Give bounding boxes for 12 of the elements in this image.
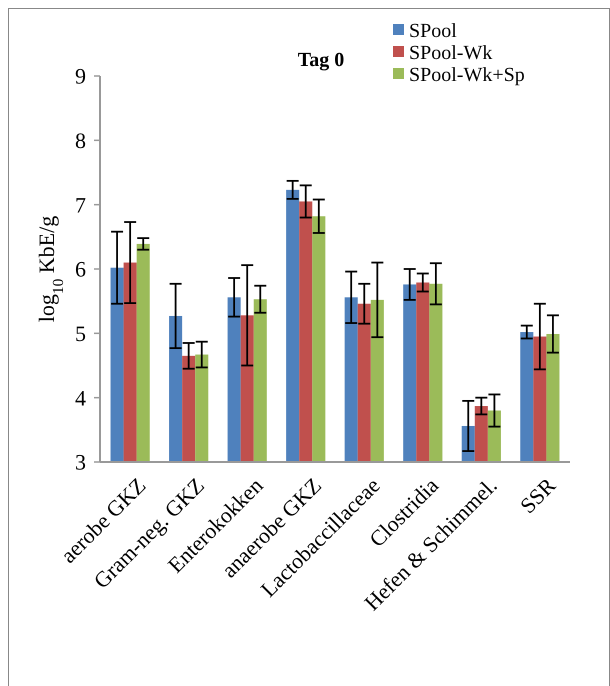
- y-tick-label: 4: [75, 385, 86, 410]
- y-tick-label: 5: [75, 321, 86, 346]
- y-tick-label: 6: [75, 256, 86, 282]
- legend-label: SPool-Wk: [409, 42, 492, 64]
- y-tick-label: 7: [75, 192, 86, 218]
- legend-label: SPool: [409, 20, 458, 42]
- y-tick-label: 8: [75, 128, 86, 154]
- x-tick-label: SSR: [514, 472, 561, 518]
- chart-title: Tag 0: [298, 49, 344, 71]
- legend-label: SPool-Wk+Sp: [409, 64, 525, 86]
- y-tick-label: 3: [75, 450, 86, 475]
- y-tick-label: 9: [75, 64, 86, 89]
